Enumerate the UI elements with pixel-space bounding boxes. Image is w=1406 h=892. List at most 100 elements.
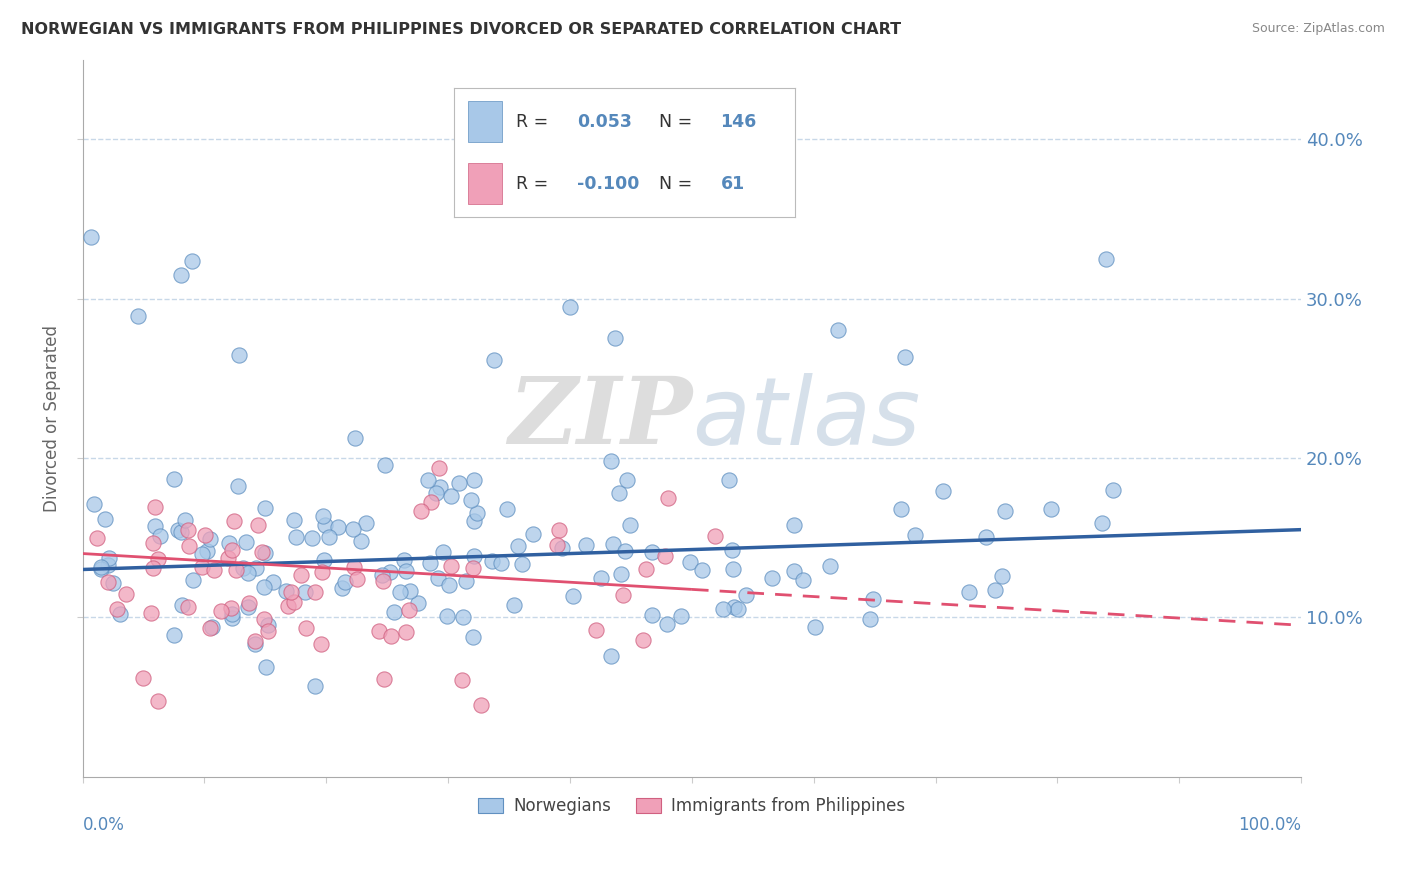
Point [194,528,217,542]
Point [371,568,394,582]
Point [690,563,713,577]
Point [256,624,278,638]
Point [429,480,451,494]
Point [176,599,198,614]
Point [80,230,103,244]
Point [301,531,323,545]
Point [425,486,447,500]
Point [148,551,170,566]
Point [463,561,485,575]
Point [451,673,474,687]
Point [510,557,533,571]
Point [456,574,478,588]
Text: 0.0%: 0.0% [83,816,125,834]
Point [283,595,305,609]
Point [143,500,166,514]
Point [465,506,488,520]
Point [228,348,250,362]
Point [162,472,184,486]
Point [382,605,405,619]
Point [612,588,634,602]
Point [127,310,149,324]
Point [262,574,284,589]
Point [818,559,841,574]
Point [392,553,415,567]
Point [304,584,326,599]
Point [195,543,218,558]
Point [641,607,664,622]
Point [976,530,998,544]
Point [190,560,212,574]
Point [221,611,243,625]
Point [463,549,485,563]
Text: Source: ZipAtlas.com: Source: ZipAtlas.com [1251,22,1385,36]
Point [600,149,623,163]
Point [238,596,260,610]
Point [655,616,678,631]
Point [253,612,276,626]
Point [827,323,849,337]
Point [585,623,607,637]
Point [290,568,312,582]
Point [547,523,569,537]
Point [551,541,574,555]
Point [931,484,953,499]
Point [90,559,112,574]
Point [250,545,273,559]
Point [389,585,412,599]
Point [506,539,529,553]
Point [344,431,367,445]
Point [200,532,222,546]
Point [304,679,326,693]
Point [957,585,980,599]
Point [349,534,371,549]
Point [280,585,302,599]
Point [395,624,418,639]
Point [167,523,190,537]
Point [650,194,672,208]
Point [314,518,336,533]
Point [97,575,120,590]
Point [235,534,257,549]
Point [149,529,172,543]
Point [641,545,664,559]
Point [254,659,277,673]
Point [326,520,349,534]
Point [380,629,402,643]
Point [562,589,585,603]
Point [1102,483,1125,498]
Point [174,513,197,527]
Point [97,558,120,572]
Point [399,584,422,599]
Point [132,671,155,685]
Point [115,587,138,601]
Point [311,565,333,579]
Text: atlas: atlas [692,373,920,464]
Point [219,601,242,615]
Point [600,454,623,468]
Point [447,476,470,491]
Point [373,672,395,686]
Y-axis label: Divorced or Separated: Divorced or Separated [44,325,60,512]
Point [143,519,166,533]
Point [181,574,204,588]
Text: NORWEGIAN VS IMMIGRANTS FROM PHILIPPINES DIVORCED OR SEPARATED CORRELATION CHART: NORWEGIAN VS IMMIGRANTS FROM PHILIPPINES… [21,22,901,37]
Point [285,531,308,545]
Point [142,561,165,575]
Point [634,562,657,576]
Point [416,473,439,487]
Point [600,648,623,663]
Point [481,554,503,568]
Point [342,522,364,536]
Point [274,584,297,599]
Point [367,624,389,638]
Point [803,620,825,634]
Point [294,584,316,599]
Point [735,588,758,602]
Text: 100.0%: 100.0% [1239,816,1301,834]
Point [984,582,1007,597]
Point [218,535,240,549]
Point [419,556,441,570]
Point [232,560,254,574]
Point [783,517,806,532]
